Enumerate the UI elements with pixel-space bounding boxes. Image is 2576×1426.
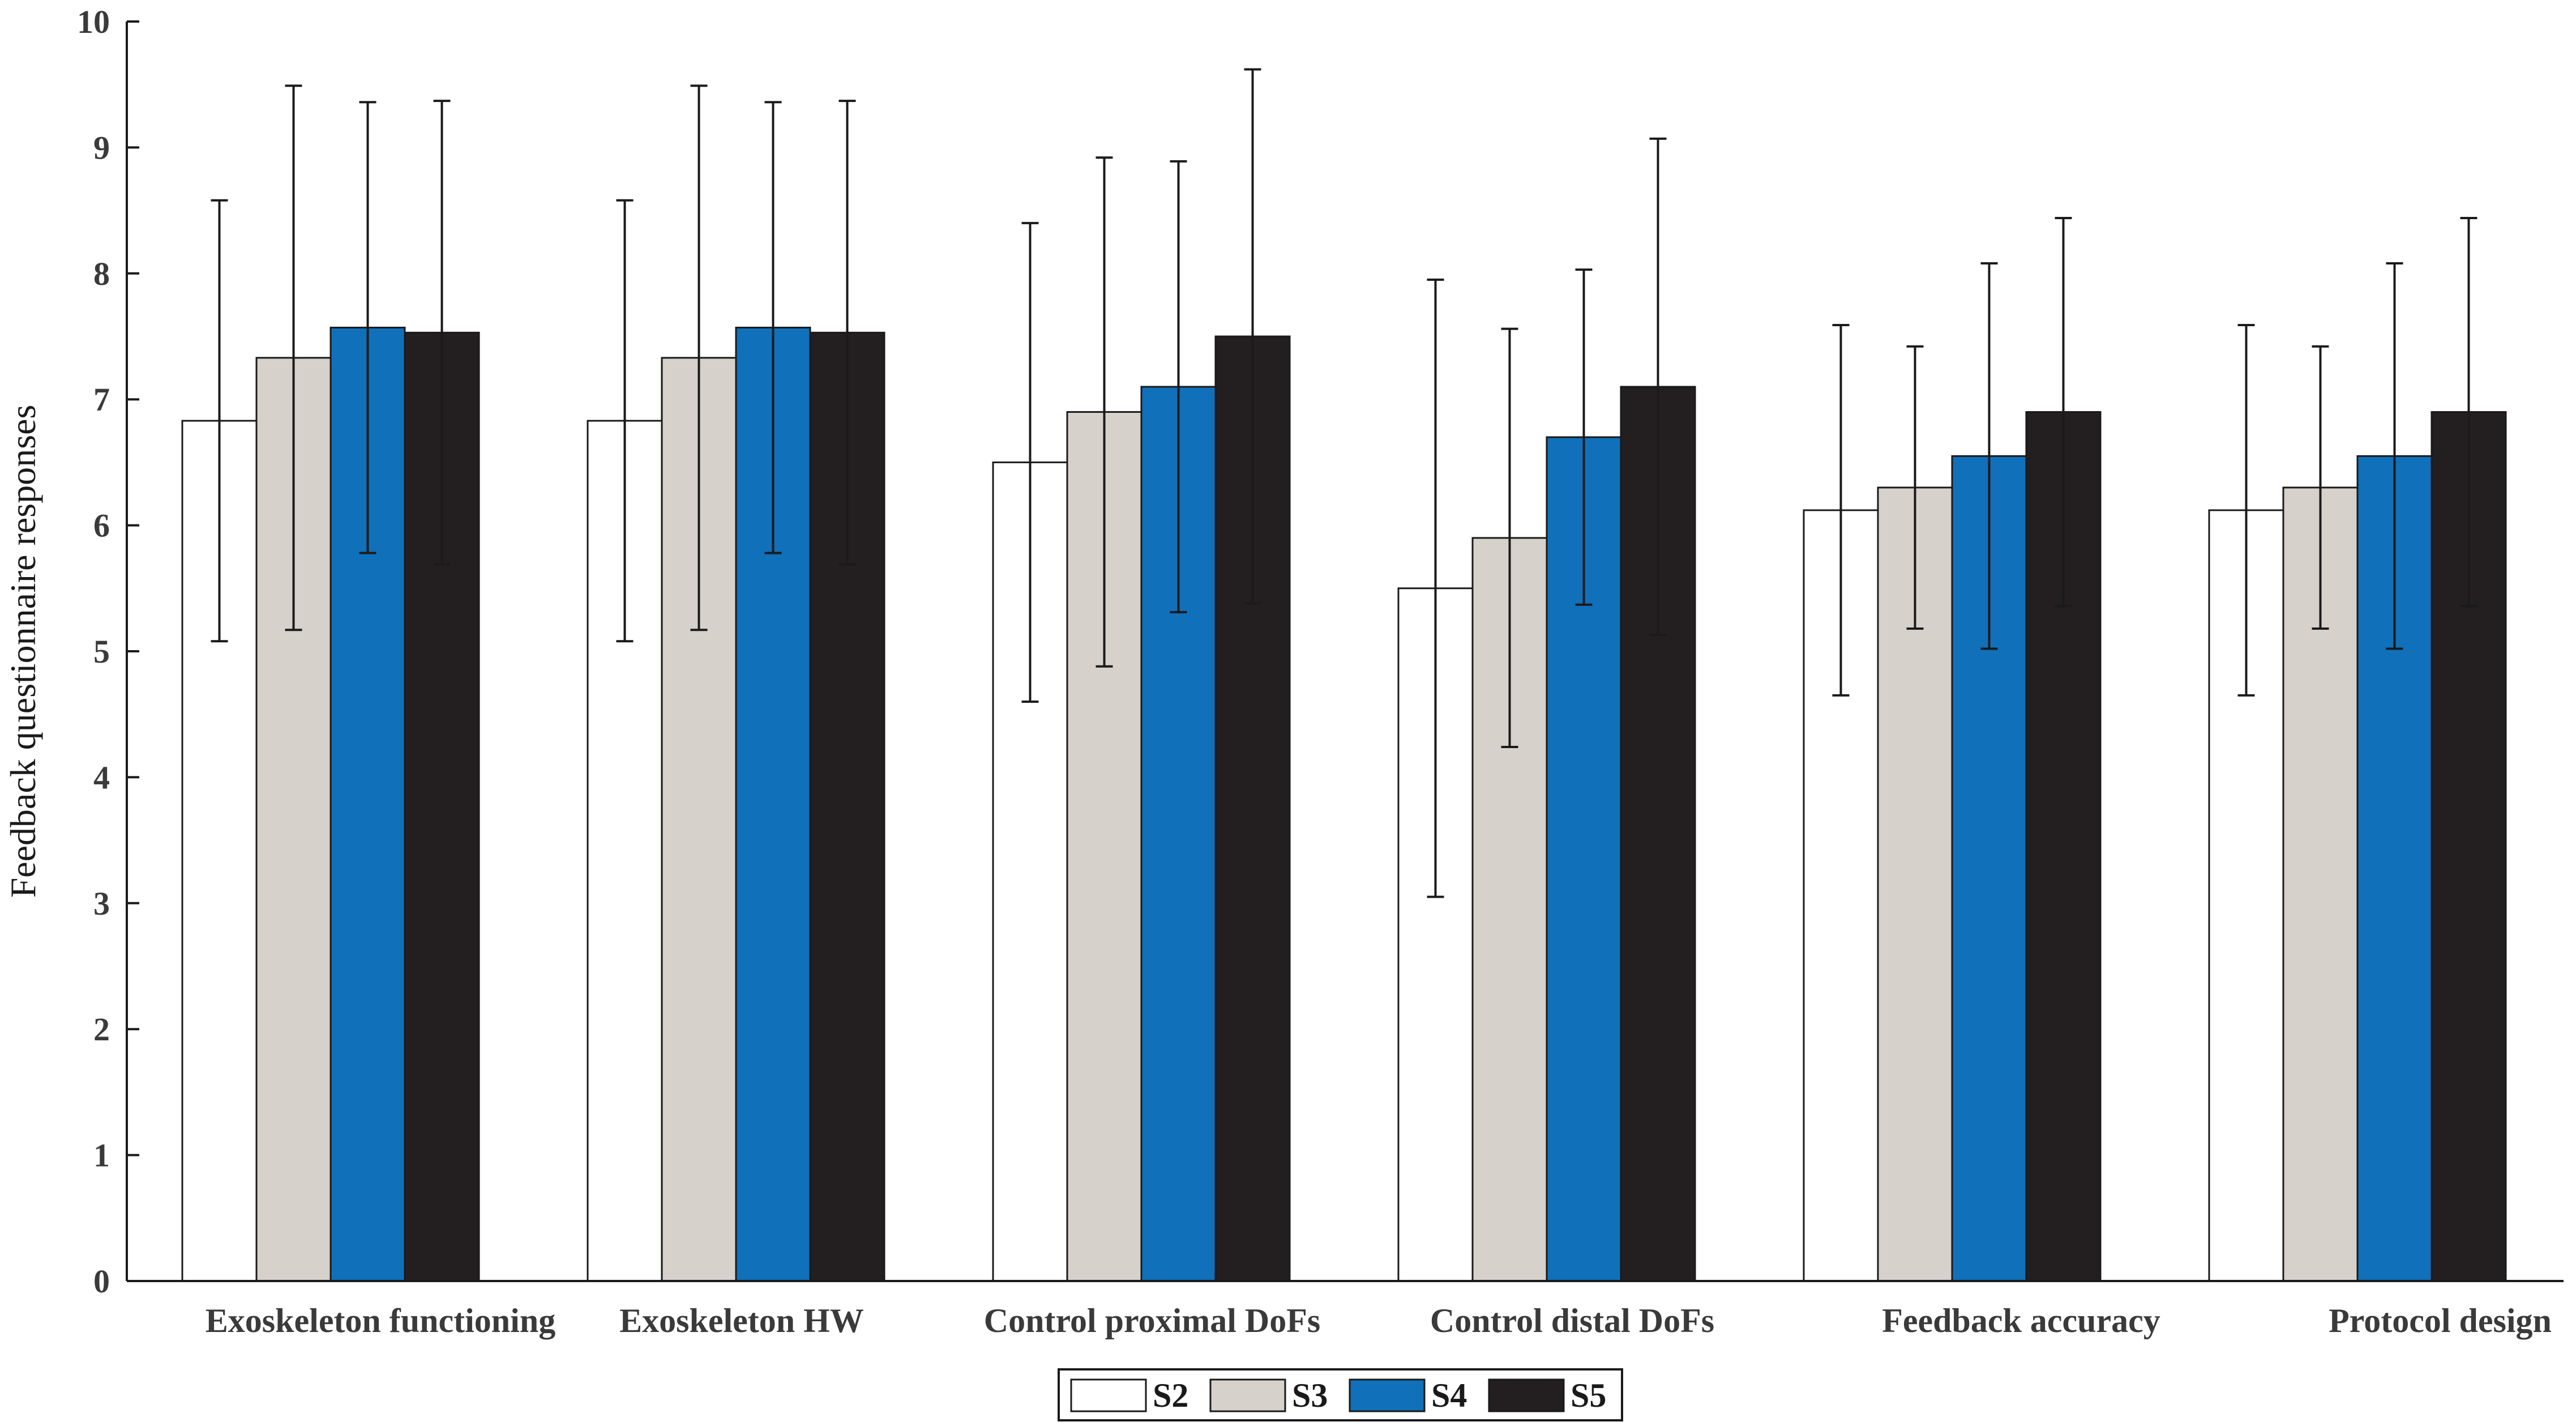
y-tick-label: 0 [93,1263,110,1300]
legend-swatch-s4 [1349,1378,1426,1412]
y-tick-label: 9 [93,129,110,166]
y-tick-label: 5 [93,633,110,670]
y-tick-label: 7 [93,381,110,418]
x-category-label: Exoskeleton HW [619,1302,864,1339]
legend-label-s5: S5 [1571,1377,1606,1414]
x-category-label: Feedback accuracy [1882,1302,2160,1339]
y-tick-label: 8 [93,255,110,292]
y-tick-label: 4 [93,759,110,796]
legend-swatch-s2 [1070,1378,1147,1412]
y-tick-label: 2 [93,1011,110,1048]
legend-label-s4: S4 [1431,1377,1467,1414]
legend-label-s3: S3 [1292,1377,1328,1414]
y-axis-ticks: 0 1 2 3 4 5 6 7 8 9 10 [77,3,139,1300]
y-tick-label: 10 [77,3,110,40]
axes [126,22,2564,1282]
y-tick-label: 1 [93,1137,110,1174]
legend-label-s2: S2 [1153,1377,1188,1414]
y-tick-label: 3 [93,885,110,922]
bar-series-group [181,326,2507,1282]
x-category-label: Control proximal DoFs [984,1302,1320,1339]
y-tick-label: 6 [93,507,110,544]
y-axis-title: Feedback questionnaire responses [3,405,43,898]
legend-swatch-s5 [1488,1378,1565,1412]
legend-swatch-s3 [1209,1378,1286,1412]
x-category-label: Control distal DoFs [1430,1302,1714,1339]
error-bars-group [211,68,2477,898]
legend: S2 S3 S4 S5 [1058,1368,1623,1421]
category-labels: Exoskeleton functioning Exoskeleton HW Con… [206,1302,2552,1339]
x-category-label: Exoskeleton functioning [206,1302,555,1339]
x-category-label: Protocol design [2329,1302,2552,1339]
